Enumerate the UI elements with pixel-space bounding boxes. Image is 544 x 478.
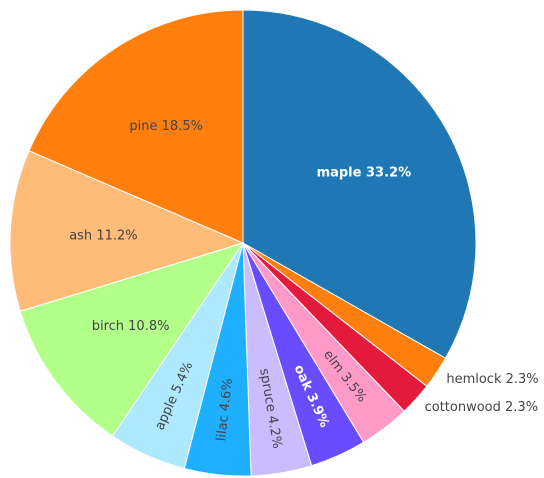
slice-label: cottonwood 2.3% <box>425 399 538 414</box>
pie-slice <box>28 9 244 244</box>
slice-label: lilac 4.6% <box>214 378 236 442</box>
slice-name: spruce <box>257 367 279 413</box>
slice-value: 33.2% <box>366 165 411 180</box>
pie-slice <box>19 242 245 437</box>
slice-value: 10.8% <box>128 319 169 334</box>
pie-slice <box>242 9 477 359</box>
slice-value: 4.2% <box>265 415 285 450</box>
slice-name: cottonwood <box>425 399 501 414</box>
slice-label: maple 33.2% <box>317 165 412 180</box>
slice-name: maple <box>317 165 362 180</box>
slice-value: 11.2% <box>96 228 137 243</box>
slice-label: ash 11.2% <box>69 228 137 243</box>
slice-name: lilac <box>214 414 232 441</box>
slice-value: 2.3% <box>506 372 539 387</box>
slice-label: pine 18.5% <box>129 119 203 134</box>
slice-name: pine <box>129 119 157 134</box>
slice-name: birch <box>92 319 124 334</box>
slice-label: birch 10.8% <box>92 319 170 334</box>
slice-value: 4.6% <box>217 378 236 412</box>
slice-name: hemlock <box>446 372 502 387</box>
slice-value: 18.5% <box>162 119 203 134</box>
pie-slice <box>9 150 245 312</box>
slice-label: hemlock 2.3% <box>446 372 538 387</box>
slice-name: ash <box>69 228 92 243</box>
slice-value: 2.3% <box>505 399 538 414</box>
slice-label: spruce 4.2% <box>257 367 285 449</box>
